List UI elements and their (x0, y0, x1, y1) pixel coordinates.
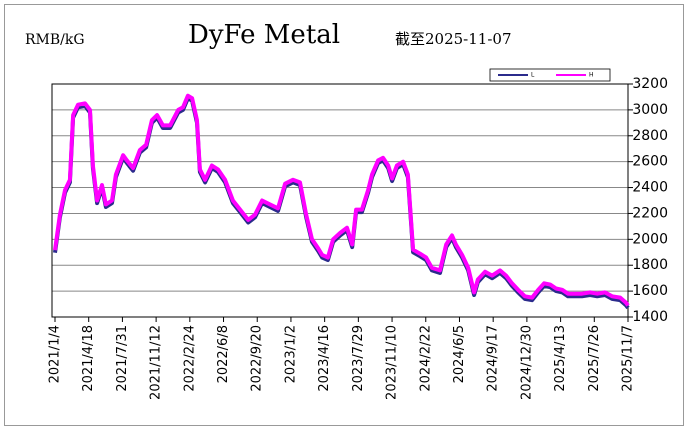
series-line (53, 93, 630, 307)
x-tick-label: 2025/7/26 (587, 325, 602, 392)
x-tick-label: 2021/4/18 (81, 325, 96, 392)
y-tick-label: 1600 (632, 283, 668, 299)
series-line (53, 96, 630, 310)
x-tick-label: 2024/2/22 (418, 325, 433, 392)
plot-area (51, 83, 629, 318)
frame (4, 4, 684, 426)
x-tick-label: 2021/7/31 (115, 325, 130, 392)
y-tick-label: 2000 (632, 231, 668, 247)
y-tick-label: 2800 (632, 128, 668, 144)
x-tick-label: 2021/11/12 (149, 325, 164, 400)
y-tick-label: 2200 (632, 205, 668, 221)
x-tick-label: 2025/4/13 (553, 325, 568, 392)
y-tick-label: 3000 (632, 102, 668, 118)
x-tick-label: 2022/9/20 (250, 325, 265, 392)
x-tick-label: 2021/1/4 (48, 325, 63, 383)
date-note: 截至2025-11-07 (395, 30, 512, 48)
x-tick-label: 2022/2/24 (182, 325, 197, 392)
x-tick-label: 2024/9/17 (486, 325, 501, 392)
y-tick-label: 2400 (632, 180, 668, 196)
y-tick-label: 3200 (632, 76, 668, 92)
x-tick-label: 2023/4/16 (317, 325, 332, 392)
y-tick-label: 1800 (632, 257, 668, 273)
unit-label: RMB/kG (25, 32, 85, 48)
legend-box (489, 68, 611, 82)
x-tick-label: 2022/6/8 (216, 325, 231, 383)
legend-label: H (589, 72, 594, 79)
x-tick-label: 2024/6/5 (452, 325, 467, 383)
x-tick-label: 2024/12/30 (519, 325, 534, 400)
chart-title: DyFe Metal (188, 20, 340, 50)
y-tick-label: 2600 (632, 154, 668, 170)
y-tick-label: 1400 (632, 309, 668, 325)
legend-label: L (531, 72, 535, 79)
x-tick-label: 2023/1/2 (283, 325, 298, 383)
x-tick-label: 2023/11/10 (385, 325, 400, 400)
x-tick-label: 2023/7/29 (351, 325, 366, 392)
x-tick-label: 2025/11/7 (621, 325, 636, 392)
